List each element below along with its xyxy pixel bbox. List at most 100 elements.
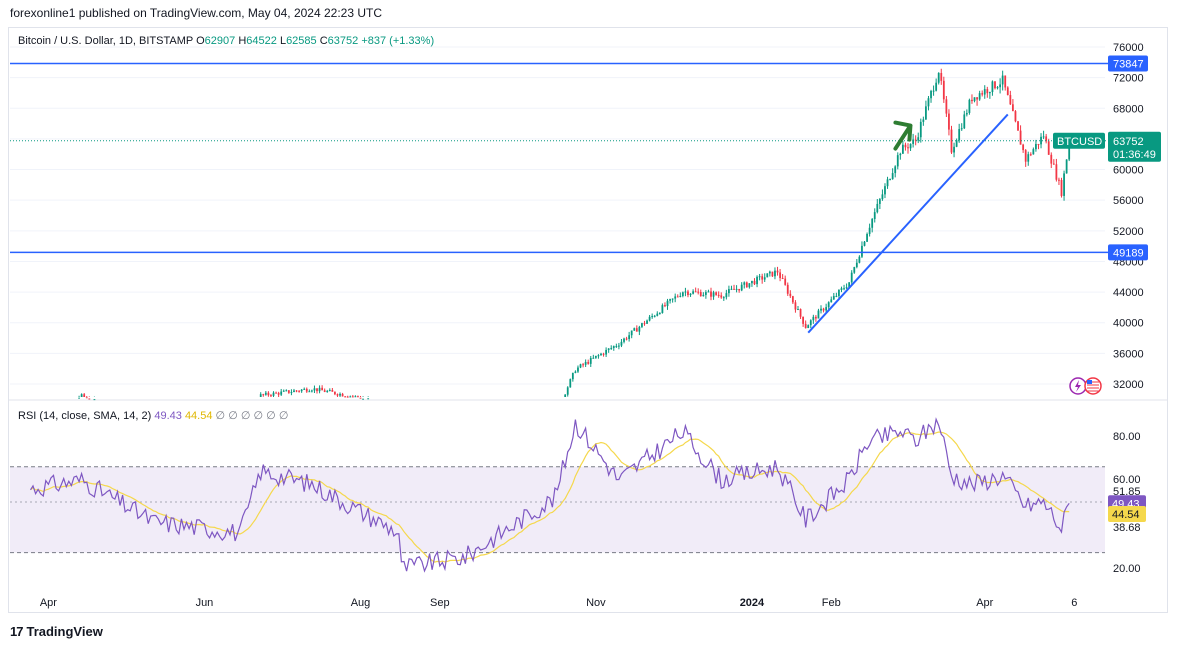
candle-body <box>600 353 602 356</box>
candle-body <box>679 295 682 297</box>
candle-body <box>797 309 799 311</box>
candle-body <box>1022 144 1025 151</box>
candle-body <box>884 186 886 195</box>
candle-body <box>743 282 746 285</box>
candle-body <box>745 282 748 288</box>
candle-body <box>848 282 851 288</box>
candle-body <box>308 391 311 393</box>
price-tag-bg <box>1108 131 1161 162</box>
rsi-line <box>29 417 1070 573</box>
candle-body <box>971 99 973 102</box>
candle-body <box>674 296 677 299</box>
candle-body <box>336 394 339 396</box>
candle-body <box>602 353 605 355</box>
time-tick-label: Jun <box>196 597 214 609</box>
price-tick-label: 40000 <box>1113 318 1144 330</box>
candle-body <box>866 233 868 242</box>
candle-body <box>873 212 876 219</box>
candle-body <box>991 81 994 93</box>
candle-body <box>1035 144 1037 150</box>
candle-body <box>661 305 664 313</box>
candle-body <box>909 143 912 149</box>
candle-body <box>899 153 902 156</box>
candle-body <box>878 199 881 204</box>
open-value: 62907 <box>204 35 236 47</box>
candle-body <box>950 129 953 153</box>
candle-body <box>587 361 590 364</box>
candle-body <box>687 291 689 296</box>
candle-body <box>262 394 265 396</box>
candle-body <box>1040 136 1042 145</box>
candle-body <box>761 276 764 280</box>
candle-body <box>907 147 909 149</box>
chart-frame <box>8 27 1168 613</box>
candle-body <box>901 144 904 154</box>
high-value: 64522 <box>246 35 277 47</box>
candle-body <box>666 300 669 307</box>
candle-body <box>712 292 715 297</box>
candle-body <box>853 267 856 273</box>
candle-body <box>983 89 986 95</box>
candle-body <box>914 139 917 141</box>
time-tick-label: Apr <box>40 597 57 609</box>
candle-body <box>730 288 733 290</box>
candle-body <box>963 114 966 129</box>
candle-body <box>646 320 648 324</box>
candle-body <box>620 341 623 346</box>
candle-body <box>1050 154 1053 164</box>
candle-body <box>303 388 306 390</box>
candle-body <box>827 302 830 308</box>
candle-body <box>925 106 927 120</box>
candle-body <box>825 307 828 311</box>
candle-body <box>1019 130 1022 145</box>
candle-body <box>868 227 871 234</box>
high-label: H <box>238 35 247 47</box>
candle-body <box>791 296 794 303</box>
candle-body <box>766 273 769 278</box>
candle-body <box>1037 144 1040 146</box>
candle-body <box>1014 111 1017 122</box>
symbol-legend[interactable]: Bitcoin / U.S. Dollar, 1D, BITSTAMP O629… <box>18 35 434 47</box>
candle-body <box>577 367 579 372</box>
candle-body <box>367 398 370 400</box>
candle-body <box>955 140 958 147</box>
candle-body <box>976 97 978 100</box>
candle-body <box>876 203 879 213</box>
candle-body <box>582 364 584 366</box>
candle-body <box>937 72 940 83</box>
candle-body <box>349 396 352 398</box>
na-value: ∅ <box>253 410 264 422</box>
candle-body <box>569 379 572 388</box>
candle-body <box>814 316 817 319</box>
candle-body <box>584 361 587 365</box>
candle-body <box>774 270 776 277</box>
candle-body <box>986 89 989 94</box>
time-tick-label: 6 <box>1071 597 1077 609</box>
candle-body <box>287 390 290 393</box>
candle-body <box>1009 95 1012 105</box>
candle-body <box>738 288 741 291</box>
candle-body <box>1068 141 1071 160</box>
price-tick-label: 60000 <box>1113 165 1144 177</box>
candle-body <box>615 346 618 348</box>
candle-body <box>694 291 697 293</box>
rsi-legend[interactable]: RSI (14, close, SMA, 14, 2) 49.43 44.54 … <box>18 409 288 422</box>
up-arrow-icon <box>893 120 913 151</box>
candle-body <box>594 355 597 358</box>
candle-body <box>988 92 991 94</box>
resistance-tag-bg <box>1108 55 1148 72</box>
candle-body <box>779 272 781 279</box>
candle-body <box>840 288 843 290</box>
candle-body <box>272 392 275 396</box>
rsi-sma-tag: 44.54 <box>1112 509 1140 521</box>
candle-body <box>564 394 567 397</box>
candle-body <box>717 294 720 296</box>
candle-body <box>945 99 948 114</box>
candle-body <box>579 364 582 368</box>
candle-body <box>681 292 684 296</box>
tradingview-footer[interactable]: 17 TradingView <box>10 624 103 639</box>
candle-body <box>861 245 863 257</box>
time-tick-label: Nov <box>586 597 606 609</box>
candle-body <box>280 391 283 395</box>
